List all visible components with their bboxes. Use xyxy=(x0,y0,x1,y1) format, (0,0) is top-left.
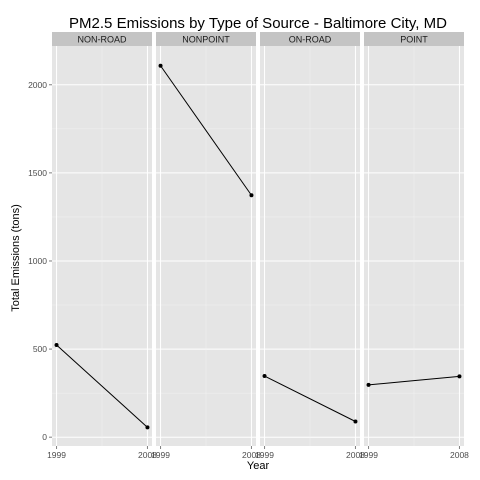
y-tick-label: 500 xyxy=(33,344,47,354)
facet-strip xyxy=(364,32,464,46)
x-axis-title: Year xyxy=(247,460,270,472)
x-tick-label: 1999 xyxy=(255,450,274,460)
facet-strip-label: NONPOINT xyxy=(182,35,230,45)
x-tick-label: 2008 xyxy=(242,450,261,460)
facet-strip-label: NON-ROAD xyxy=(78,35,127,45)
x-tick-label: 1999 xyxy=(47,450,66,460)
data-point xyxy=(353,419,358,424)
facet-strip xyxy=(260,32,360,46)
facet-strip-label: ON-ROAD xyxy=(289,35,332,45)
data-point xyxy=(145,425,150,430)
facet-strip-label: POINT xyxy=(400,35,428,45)
facet-panel: NON-ROAD 1999 2008 xyxy=(47,32,157,460)
series-line xyxy=(264,375,356,422)
data-point xyxy=(158,63,163,68)
y-axis: 0 500 1000 1500 2000 xyxy=(28,80,52,442)
facet-strip xyxy=(52,32,152,46)
series-line xyxy=(160,65,252,196)
facet-strip xyxy=(156,32,256,46)
facet-panel: ON-ROAD 1999 2008 xyxy=(255,32,365,460)
y-tick-label: 1000 xyxy=(28,256,47,266)
data-point xyxy=(366,382,371,387)
series-line xyxy=(56,344,148,428)
data-point xyxy=(54,343,59,348)
data-point xyxy=(262,374,267,379)
data-point xyxy=(457,374,462,379)
data-point xyxy=(249,193,254,198)
x-tick-label: 2008 xyxy=(138,450,157,460)
y-axis-title: Total Emissions (tons) xyxy=(10,204,22,312)
chart-title: PM2.5 Emissions by Type of Source - Balt… xyxy=(69,15,447,32)
y-tick-label: 0 xyxy=(42,432,47,442)
y-tick-label: 1500 xyxy=(28,168,47,178)
x-tick-label: 2008 xyxy=(450,450,469,460)
facet-panel: NONPOINT 1999 2008 xyxy=(151,32,261,460)
y-tick-label: 2000 xyxy=(28,80,47,90)
x-tick-label: 1999 xyxy=(151,450,170,460)
x-tick-label: 1999 xyxy=(359,450,378,460)
x-tick-label: 2008 xyxy=(346,450,365,460)
series-line xyxy=(368,375,460,386)
facet-panel: POINT 1999 2008 xyxy=(359,32,469,460)
